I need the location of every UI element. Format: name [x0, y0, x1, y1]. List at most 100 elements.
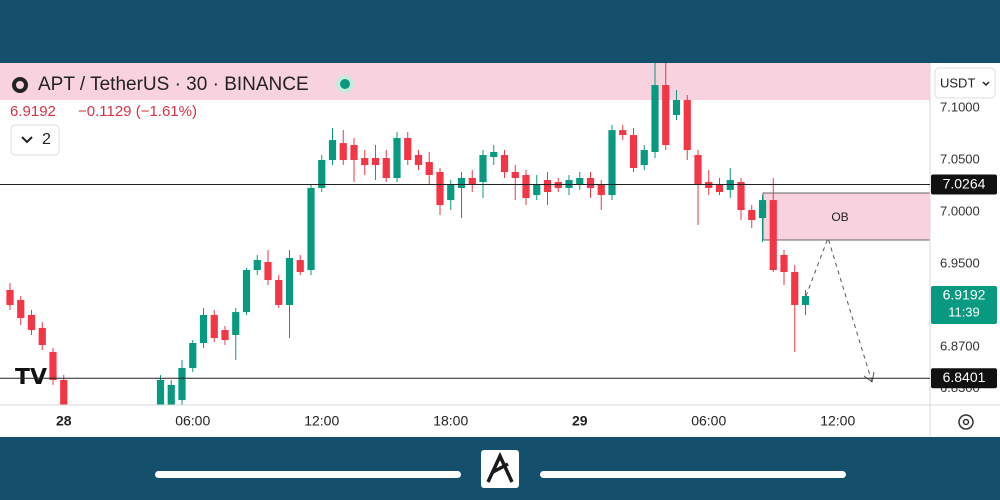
candle-body: [339, 143, 347, 161]
candle-body: [318, 160, 326, 188]
symbol-icon-inner: [16, 81, 24, 89]
candle-body: [382, 158, 390, 179]
y-tick-label: 6.9500: [940, 255, 980, 270]
candle-body: [758, 200, 767, 219]
settings-icon-center: [962, 418, 970, 426]
candle-body: [522, 174, 530, 198]
candle-body: [49, 351, 57, 380]
last-price-tag: [931, 286, 997, 325]
currency-button[interactable]: [934, 67, 996, 99]
plot-area: [6, 63, 810, 405]
candle-body: [447, 184, 455, 201]
candle-body: [780, 254, 788, 273]
projection-arrow: [805, 236, 873, 383]
x-tick-label: 29: [572, 413, 588, 429]
indicators-count: 2: [42, 131, 51, 148]
candle-body: [436, 171, 444, 206]
x-tick-label: 12:00: [820, 413, 855, 429]
y-tick-label: 7.1000: [940, 99, 980, 114]
candle-body: [242, 270, 251, 313]
price-line-label: 6.8401: [943, 369, 986, 385]
y-tick-label: 7.0000: [940, 203, 980, 218]
chart-panel: [0, 63, 1000, 437]
x-tick-label: 06:00: [175, 413, 210, 429]
candle-body: [17, 299, 25, 318]
candle-body: [769, 200, 777, 271]
x-tick-label: 12:00: [304, 413, 339, 429]
candle-body: [597, 184, 605, 196]
candle-body: [468, 178, 476, 185]
candle-body: [156, 379, 165, 405]
candle-body: [178, 367, 186, 401]
candle-body: [640, 150, 648, 166]
x-tick-label: 06:00: [691, 413, 726, 429]
candle-body: [264, 262, 272, 281]
header-change: −0.1129 (−1.61%): [78, 103, 197, 120]
candle-body: [511, 171, 519, 179]
candle-body: [715, 184, 724, 193]
currency-label: USDT: [940, 75, 975, 90]
candle-body: [199, 314, 208, 344]
brand-logo-mark: [486, 451, 514, 483]
candle-body: [285, 257, 294, 305]
candle-body: [189, 343, 197, 368]
symbol-title: APT / TetherUS · 30 · BINANCE: [38, 74, 309, 95]
header-price: 6.9192: [10, 103, 56, 120]
candle-body: [6, 289, 14, 305]
market-status-dot: [340, 79, 350, 89]
candle-body: [619, 130, 627, 136]
candle-body: [328, 140, 337, 161]
candle-body: [38, 327, 46, 346]
indicators-toggle[interactable]: [10, 124, 60, 156]
candle-body: [791, 272, 799, 305]
indicators-chevron: [21, 136, 33, 144]
candle-body: [629, 135, 638, 169]
x-tick-label: 18:00: [433, 413, 468, 429]
candle-body: [565, 179, 573, 188]
candle-body: [60, 379, 68, 405]
candle-body: [350, 145, 358, 161]
candle-body: [275, 280, 283, 305]
candle-body: [737, 182, 745, 211]
candle-body: [425, 161, 433, 175]
candle-body: [414, 155, 423, 166]
candle-body: [361, 158, 369, 166]
x-tick-label: 28: [56, 413, 72, 429]
candle-body: [683, 100, 691, 151]
candle-body: [586, 178, 595, 188]
candle-body: [500, 155, 509, 172]
candle-body: [651, 85, 659, 153]
y-tick-label: 6.8700: [940, 339, 980, 354]
candle-body: [371, 158, 380, 166]
candle-body: [533, 184, 541, 196]
currency-chevron: [982, 81, 990, 87]
candle-body: [672, 100, 681, 115]
candle-body: [307, 187, 315, 271]
candle-body: [608, 130, 616, 196]
candle-body: [662, 85, 670, 146]
nav-bar-left: [155, 471, 461, 478]
price-line-label: 7.0264: [943, 175, 986, 191]
candle-body: [393, 137, 401, 179]
order-block-label: OB: [831, 210, 848, 224]
candle-body: [801, 296, 810, 305]
bar-countdown: 11:39: [948, 304, 980, 319]
price-line-tag: [931, 368, 997, 389]
price-line-tag: [931, 174, 997, 195]
candle-body: [253, 260, 261, 271]
settings-button[interactable]: [958, 414, 974, 430]
candle-body: [210, 314, 218, 339]
y-tick-label: 7.0500: [940, 151, 980, 166]
candle-body: [296, 260, 304, 273]
candle-body: [221, 330, 229, 341]
candle-body: [404, 137, 412, 161]
nav-bar-right: [540, 471, 846, 478]
candle-body: [27, 314, 36, 331]
candle-body: [694, 155, 702, 185]
header-background: [0, 68, 375, 100]
last-price-label: 6.9192: [943, 287, 986, 303]
platform-logo: 𝗧𝗩: [15, 364, 47, 389]
candle-body: [748, 210, 756, 221]
